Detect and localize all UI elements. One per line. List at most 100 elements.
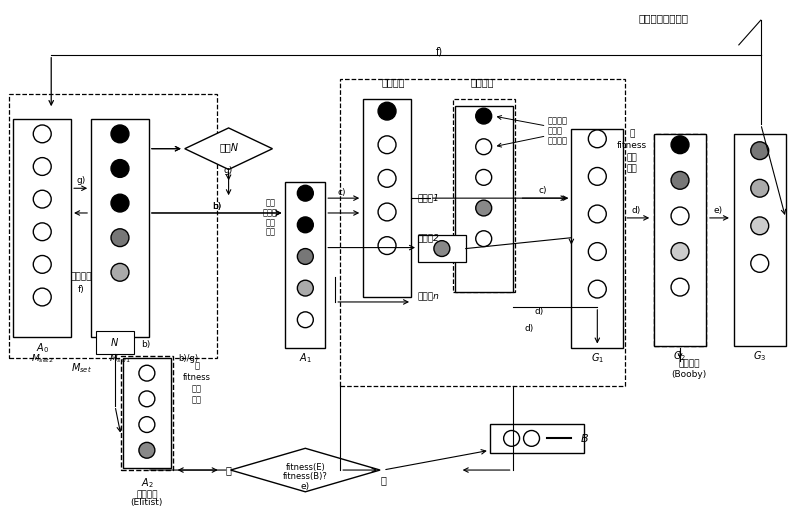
Circle shape	[111, 125, 129, 143]
Text: 雌性个体: 雌性个体	[547, 136, 567, 145]
Circle shape	[298, 248, 314, 264]
Text: $A_0$: $A_0$	[36, 342, 49, 355]
Text: 实际参与: 实际参与	[547, 117, 567, 126]
Text: 降序: 降序	[266, 218, 275, 227]
Circle shape	[476, 139, 492, 155]
Circle shape	[378, 169, 396, 187]
Circle shape	[476, 108, 492, 124]
Text: $A_2$: $A_2$	[141, 476, 154, 490]
Circle shape	[34, 125, 51, 143]
Text: $A_1$: $A_1$	[299, 351, 312, 365]
Text: 雌性个体: 雌性个体	[382, 77, 405, 88]
Circle shape	[111, 229, 129, 246]
Text: b)/g): b)/g)	[178, 354, 198, 363]
Circle shape	[111, 194, 129, 212]
Circle shape	[139, 365, 155, 381]
Text: $M_{sel1}$: $M_{sel1}$	[109, 352, 131, 364]
Bar	[654, 134, 706, 347]
Text: $G_1$: $G_1$	[590, 351, 604, 365]
Text: 小生流n: 小生流n	[418, 293, 440, 301]
Text: g): g)	[224, 166, 234, 175]
Text: f): f)	[78, 285, 85, 294]
Text: 交叉的: 交叉的	[547, 126, 562, 135]
Text: (Booby): (Booby)	[671, 370, 706, 379]
Circle shape	[34, 190, 51, 208]
Text: g): g)	[77, 176, 86, 185]
Text: 更新N: 更新N	[219, 142, 238, 152]
Bar	[654, 134, 706, 347]
Text: 按照: 按照	[266, 198, 275, 207]
Text: 降序: 降序	[192, 384, 202, 393]
Bar	[490, 423, 584, 453]
Text: 小生兡1: 小生兡1	[418, 193, 440, 203]
Circle shape	[476, 169, 492, 185]
Text: fitness: fitness	[617, 141, 647, 150]
Text: fitness(B)?: fitness(B)?	[283, 472, 328, 482]
Circle shape	[111, 263, 129, 281]
Bar	[571, 129, 623, 349]
Circle shape	[504, 431, 519, 446]
Bar	[286, 182, 326, 349]
Circle shape	[298, 185, 314, 201]
Text: (Elitist): (Elitist)	[130, 498, 163, 507]
Text: f): f)	[436, 47, 443, 57]
Text: $N$: $N$	[110, 336, 119, 349]
Text: 按: 按	[194, 361, 199, 370]
Text: e): e)	[714, 207, 722, 215]
Circle shape	[523, 431, 539, 446]
Circle shape	[378, 136, 396, 154]
Circle shape	[588, 130, 606, 148]
Circle shape	[34, 158, 51, 176]
Text: 升序: 升序	[627, 153, 638, 162]
Circle shape	[434, 241, 450, 257]
Text: 子代抗体群的产生: 子代抗体群的产生	[639, 13, 689, 23]
Text: $G_2$: $G_2$	[674, 350, 686, 363]
Bar	[363, 99, 411, 297]
Circle shape	[671, 243, 689, 261]
Text: b): b)	[212, 202, 222, 211]
Circle shape	[588, 167, 606, 185]
Text: d): d)	[535, 307, 544, 317]
Text: $M_{set}$: $M_{set}$	[70, 361, 92, 375]
Circle shape	[139, 391, 155, 407]
Bar	[455, 106, 513, 292]
Circle shape	[378, 203, 396, 221]
Text: 变异率: 变异率	[263, 208, 278, 217]
Circle shape	[588, 205, 606, 223]
Bar	[453, 99, 514, 292]
Circle shape	[671, 207, 689, 225]
Bar	[10, 94, 217, 358]
Text: 否: 否	[226, 465, 231, 475]
Circle shape	[671, 172, 689, 189]
Bar	[123, 358, 170, 468]
Circle shape	[139, 442, 155, 458]
Bar	[734, 134, 786, 347]
Circle shape	[750, 254, 769, 272]
Text: $G_3$: $G_3$	[753, 350, 766, 363]
Text: $B$: $B$	[580, 433, 589, 444]
Circle shape	[671, 136, 689, 154]
Circle shape	[34, 256, 51, 273]
Circle shape	[139, 417, 155, 433]
Circle shape	[298, 312, 314, 328]
Circle shape	[378, 102, 396, 120]
Bar	[418, 235, 466, 263]
Text: 排列: 排列	[266, 228, 275, 237]
Bar	[96, 331, 134, 354]
Text: d): d)	[525, 324, 534, 333]
Text: 最差个体: 最差个体	[678, 360, 700, 369]
Circle shape	[298, 280, 314, 296]
Text: 是: 是	[380, 475, 386, 485]
Circle shape	[671, 278, 689, 296]
Circle shape	[750, 217, 769, 235]
Circle shape	[476, 200, 492, 216]
Text: c): c)	[338, 188, 346, 196]
Bar	[91, 119, 149, 336]
Text: 雄性个体: 雄性个体	[471, 77, 494, 88]
Circle shape	[34, 288, 51, 306]
Polygon shape	[230, 448, 380, 492]
Circle shape	[34, 223, 51, 241]
Text: 免疫代谢: 免疫代谢	[70, 273, 92, 282]
Text: 按: 按	[630, 129, 635, 138]
Text: b): b)	[141, 340, 150, 349]
